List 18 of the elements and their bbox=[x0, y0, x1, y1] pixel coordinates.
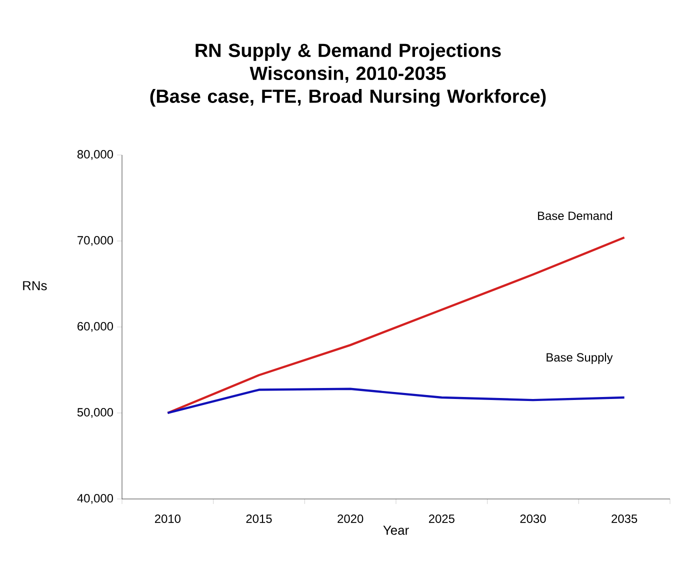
x-tick-label: 2035 bbox=[612, 514, 638, 523]
x-tick-label: 2030 bbox=[520, 514, 546, 523]
line-series bbox=[166, 388, 626, 414]
line-series bbox=[166, 236, 626, 414]
text: Base Supply bbox=[546, 352, 613, 364]
x-axis-title: Year bbox=[383, 526, 409, 535]
y-tick-label: 50,000 bbox=[77, 408, 114, 418]
series-label: Base Demand bbox=[538, 211, 612, 220]
y-tick-label: 80,000 bbox=[77, 150, 114, 160]
x-tick-label: 2025 bbox=[428, 514, 454, 523]
y-tick-label: 70,000 bbox=[78, 236, 114, 246]
y-tick-label: 60,000 bbox=[78, 322, 114, 332]
y-tick-label: 40,000 bbox=[77, 494, 114, 504]
x-tick-label: 2010 bbox=[154, 514, 181, 523]
y-axis-title: RNs bbox=[23, 281, 47, 290]
x-tick-label: 2020 bbox=[338, 514, 364, 523]
chart-title: RN Supply & Demand Projections Wisconsin, 2010-2035 (Base case, FTE, Broad Nursing Workforce) bbox=[150, 43, 546, 107]
x-tick-label: 2015 bbox=[246, 514, 272, 523]
